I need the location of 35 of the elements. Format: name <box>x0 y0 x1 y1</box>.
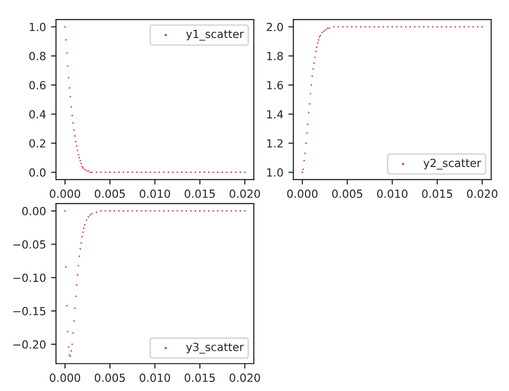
legend-label: y1_scatter <box>186 30 244 41</box>
x-tick-label: 0.015 <box>422 190 452 198</box>
y-tick-label: 2.0 <box>266 22 283 32</box>
y-tick-label: 0.0 <box>29 168 46 177</box>
x-tick-label: 0.020 <box>230 190 260 198</box>
x-tick-label: 0.000 <box>50 374 80 382</box>
y-tick-label: 0.6 <box>29 80 46 90</box>
y-tick-label: 0.2 <box>29 139 46 148</box>
x-tick-label: 0.005 <box>94 374 125 382</box>
x-tick-label: 0.015 <box>184 190 215 198</box>
legend-label: y2_scatter <box>423 158 482 170</box>
legend-label: y3_scatter <box>186 342 244 354</box>
y-tick-label: 1.6 <box>267 80 283 90</box>
x-tick-label: 0.000 <box>287 190 318 198</box>
y-tick-label: 0.00 <box>22 206 46 216</box>
x-tick-label: 0.005 <box>332 190 362 198</box>
y-tick-label: 1.0 <box>267 168 283 177</box>
x-tick-label: 0.000 <box>50 190 80 198</box>
y-tick-label: −0.20 <box>13 340 46 349</box>
x-tick-label: 0.010 <box>140 190 170 198</box>
y-tick-label: 1.0 <box>30 22 46 32</box>
y-tick-label: −0.15 <box>13 306 46 316</box>
y-tick-label: 1.2 <box>267 139 283 148</box>
x-tick-label: 0.010 <box>377 190 408 198</box>
y-tick-label: 0.4 <box>29 110 46 118</box>
x-tick-label: 0.010 <box>140 374 170 382</box>
x-tick-label: 0.015 <box>184 374 215 382</box>
x-tick-label: 0.005 <box>94 190 125 198</box>
y-tick-label: −0.10 <box>13 274 46 282</box>
x-tick-label: 0.020 <box>230 374 260 382</box>
y-tick-label: 1.8 <box>267 52 283 60</box>
y-tick-label: 0.8 <box>29 52 46 60</box>
y-tick-label: 1.4 <box>267 110 284 118</box>
x-tick-label: 0.020 <box>467 190 498 198</box>
y-tick-label: −0.05 <box>13 240 46 249</box>
